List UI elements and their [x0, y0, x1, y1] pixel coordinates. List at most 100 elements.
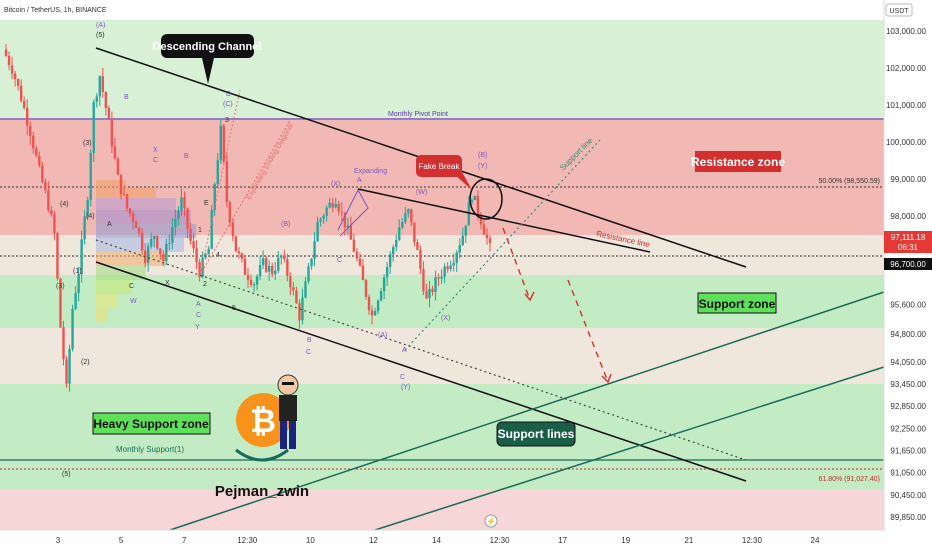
candle-body: [388, 254, 392, 267]
candle-body: [50, 210, 53, 215]
wave-label: (4): [86, 213, 95, 220]
candle-body: [319, 218, 322, 222]
candle-body: [83, 216, 86, 240]
candle-body: [243, 258, 247, 275]
vp-bar: [96, 266, 146, 280]
time-tick: 17: [558, 536, 567, 545]
candle-body: [249, 279, 253, 285]
lightning-icon[interactable]: [484, 514, 498, 528]
candle-body: [449, 265, 452, 270]
candle-body: [98, 76, 101, 97]
wave-label: 2: [203, 281, 207, 288]
candle-body: [171, 226, 174, 243]
bitcoin-symbol: ₿: [250, 403, 276, 439]
candle-body: [434, 277, 437, 293]
candle-body: [313, 241, 316, 259]
candle-body: [35, 148, 38, 156]
descending-channel-bottom: [95, 261, 747, 482]
monthly-support-label: Monthly Support(1): [116, 445, 184, 454]
candle-body: [343, 212, 347, 228]
candle-body: [153, 236, 156, 239]
candle-body: [458, 245, 461, 253]
time-tick: 19: [621, 536, 630, 545]
wave-label: (5): [96, 32, 105, 39]
candle-body: [392, 247, 395, 255]
candle-body: [252, 284, 256, 286]
time-tick: 12:30: [742, 536, 763, 545]
candle-body: [464, 225, 468, 236]
candle-body: [367, 296, 371, 311]
candle-body: [10, 65, 14, 74]
descending-channel-callout: Descending Channel: [153, 34, 261, 84]
candle-body: [349, 225, 353, 240]
wave-label: 3: [225, 117, 229, 124]
candle-body: [355, 251, 359, 259]
symbol-title: Bitcoin / TetherUS, 1h, BINANCE: [4, 7, 107, 14]
wave-label: (X): [331, 181, 340, 188]
vp-bar: [96, 180, 126, 188]
candle-body: [440, 276, 443, 279]
candle-body: [174, 218, 177, 227]
heavy-support-zone-label: Heavy Support zone: [93, 417, 209, 431]
fib-50-label: 50.00% (98,550.59): [819, 178, 881, 185]
wave-label: (Y): [401, 384, 410, 391]
candle-body: [219, 125, 222, 161]
countdown-label: 06:31: [898, 243, 919, 252]
fake-break-callout: Fake Break: [416, 155, 472, 190]
candle-body: [277, 257, 280, 271]
candle-body: [16, 79, 20, 86]
logo-shadow-arc: [235, 448, 289, 462]
price-tick: 100,000.00: [886, 138, 927, 147]
time-tick-labels: 3 5 7 12:30 10 12 14 12:30 17 19 21 12:30 24: [56, 536, 820, 545]
candle-body: [146, 246, 150, 263]
candle-body: [201, 257, 204, 278]
candle-body: [310, 258, 313, 267]
x-wave-triangle: [337, 188, 369, 237]
wave-label: A: [357, 177, 362, 184]
price-tick: 93,450.00: [890, 380, 926, 389]
candle-body: [56, 233, 59, 279]
candle-body: [137, 227, 141, 233]
wave-label: (W): [416, 189, 427, 196]
time-tick: 12:30: [237, 536, 258, 545]
candle-body: [410, 209, 413, 223]
heavy-support-zone-band: [0, 384, 884, 490]
candle-body: [7, 55, 11, 66]
candle-body: [110, 118, 114, 147]
candle-body: [376, 300, 380, 312]
wave-label: W: [130, 298, 137, 305]
candle-body: [107, 107, 111, 119]
price-axis: USDT 103,000.00 102,000.00 101,000.00 100,0…: [883, 0, 932, 550]
avatar-icon: [277, 374, 299, 449]
candle-body: [304, 281, 307, 298]
candle-body: [443, 266, 446, 277]
price-tick: 102,000.00: [886, 64, 927, 73]
candle-body: [267, 265, 271, 272]
candle-body: [401, 222, 404, 228]
price-tick: 91,050.00: [890, 469, 926, 478]
monthly-pivot-label: Monthly Pivot Point: [388, 111, 448, 118]
candle-body: [134, 221, 138, 228]
wave-label: (A): [96, 22, 105, 29]
candle-body: [119, 174, 123, 195]
candle-body: [425, 291, 428, 299]
candle-body: [231, 222, 235, 237]
resistance-zone-label: Resistance zone: [691, 155, 785, 169]
candle-body: [95, 96, 98, 102]
projection-arrow-1-head: [524, 291, 535, 302]
support-line-lower: [374, 366, 885, 531]
candle-body: [307, 266, 310, 282]
candle-body: [467, 202, 471, 226]
candle-body: [437, 277, 440, 279]
wave-label: (A): [378, 332, 387, 339]
wave-label: (2): [81, 359, 90, 366]
candle-body: [186, 208, 189, 229]
candle-body: [228, 202, 232, 223]
candle-body: [101, 76, 105, 93]
wave-label: B: [307, 337, 312, 344]
candle-body: [292, 287, 295, 291]
candle-body: [428, 288, 431, 299]
candle-body: [271, 265, 274, 275]
svg-text:⚡: ⚡: [486, 516, 496, 526]
candle-body: [13, 73, 17, 80]
